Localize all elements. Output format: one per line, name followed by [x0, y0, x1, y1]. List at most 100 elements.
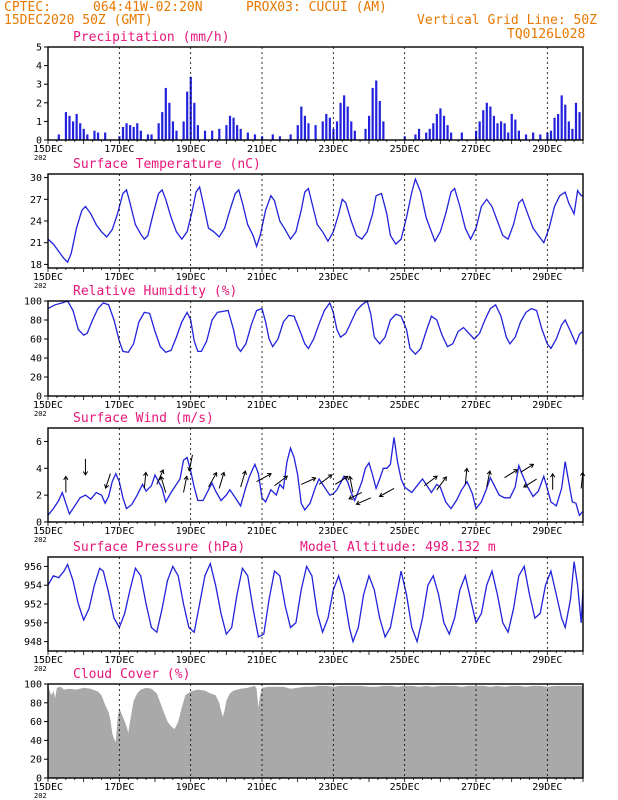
- precip-bar: [328, 117, 331, 140]
- wind-vector-head: [513, 469, 519, 474]
- y-tick-label: 18: [30, 260, 42, 271]
- precip-bar: [514, 119, 517, 140]
- precip-bar: [278, 136, 282, 140]
- precip-bar: [303, 115, 306, 140]
- wind-vector: [379, 487, 395, 497]
- precip-bar: [168, 102, 171, 140]
- x-tick-label: 21DEC: [247, 144, 277, 155]
- precip-bar: [510, 113, 513, 140]
- y-tick-label: 4: [36, 61, 42, 72]
- precip-bar: [225, 125, 228, 140]
- y-tick-label: 952: [24, 600, 42, 611]
- x-tick-label: 29DEC: [532, 655, 562, 666]
- wind-vector-head: [311, 476, 317, 482]
- cloud-title: Cloud Cover (%): [73, 667, 190, 682]
- precip-bar: [82, 128, 85, 140]
- x-tick-label: 17DEC: [104, 526, 134, 537]
- precip-bar: [439, 108, 442, 140]
- precip-bar: [161, 112, 164, 140]
- precip-bar: [557, 113, 560, 140]
- precip-bar: [339, 102, 342, 140]
- precip-bar: [571, 128, 574, 140]
- wind-vector-head: [267, 472, 272, 478]
- x-year-fragment: 202: [34, 665, 47, 673]
- series-line-4: [47, 561, 584, 644]
- x-tick-label: 15DEC: [33, 655, 63, 666]
- wind-vector: [486, 470, 491, 488]
- y-tick-label: 20: [30, 373, 42, 384]
- precip-bar: [193, 102, 196, 140]
- precip-bar: [121, 126, 125, 140]
- wind-vector-head: [529, 463, 535, 469]
- precip-bar: [314, 125, 317, 140]
- precip-bar: [175, 130, 178, 140]
- x-tick-label: 21DEC: [247, 782, 277, 793]
- y-tick-label: 2: [36, 491, 42, 502]
- series-line-2: [47, 299, 584, 356]
- cloud-area: [48, 684, 583, 778]
- header-source: CPTEC:: [4, 0, 51, 15]
- x-tick-label: 17DEC: [104, 782, 134, 793]
- precip-bar: [335, 121, 339, 140]
- precip-bar: [93, 130, 96, 140]
- x-tick-label: 29DEC: [532, 272, 562, 283]
- x-tick-label: 27DEC: [461, 144, 491, 155]
- y-tick-label: 21: [30, 238, 42, 249]
- x-tick-label: 25DEC: [390, 400, 420, 411]
- temp-title: Surface Temperature (nC): [73, 157, 261, 172]
- y-tick-label: 40: [30, 354, 42, 365]
- precip-bar: [364, 128, 367, 140]
- wind-vector: [334, 475, 349, 485]
- y-tick-label: 3: [36, 80, 42, 91]
- y-tick-label: 4: [36, 464, 42, 475]
- precip-bar: [482, 110, 485, 140]
- wind-vector: [504, 469, 518, 479]
- precip-bar: [129, 125, 132, 140]
- wind-vector: [218, 472, 225, 489]
- y-tick-label: 80: [30, 698, 42, 709]
- precip-title: Precipitation (mm/h): [73, 30, 230, 45]
- precip-bar: [64, 112, 68, 140]
- wind-vector-head: [183, 475, 189, 481]
- series-line-3: [47, 437, 584, 517]
- panel-3: 0 2 4 6 15DEC 17DEC 19DEC 21DEC 23DEC 25DEC 27DEC 2…: [33, 427, 586, 544]
- wind-vector-head: [347, 475, 353, 481]
- wind-vector-head: [327, 474, 333, 479]
- precip-bar: [125, 123, 128, 140]
- x-tick-label: 17DEC: [104, 400, 134, 411]
- precip-bar: [196, 125, 199, 140]
- x-tick-label: 15DEC: [33, 272, 63, 283]
- rh-title: Relative Humidity (%): [73, 284, 237, 299]
- y-tick-label: 5: [36, 43, 42, 54]
- precip-bar: [239, 128, 242, 140]
- y-tick-label: 0: [36, 392, 42, 403]
- precip-bar: [150, 134, 153, 140]
- precip-bar: [164, 87, 167, 140]
- x-tick-label: 17DEC: [104, 144, 134, 155]
- precip-bar: [289, 134, 292, 140]
- x-year-fragment: 202: [34, 536, 47, 544]
- y-tick-label: 27: [30, 195, 42, 206]
- wind-vector-head: [82, 471, 89, 476]
- y-tick-label: 100: [24, 680, 42, 691]
- precip-bar: [492, 115, 496, 140]
- x-tick-label: 15DEC: [33, 782, 63, 793]
- precip-bar: [132, 126, 135, 140]
- x-tick-label: 19DEC: [176, 655, 206, 666]
- wind-vector: [156, 469, 164, 485]
- wind-vector: [208, 472, 217, 488]
- precip-bar: [68, 115, 71, 140]
- x-tick-label: 23DEC: [318, 655, 348, 666]
- precip-bar: [211, 130, 214, 140]
- panel-2: 0 20 40 60 80 100 15DEC 17DEC 19DEC 21DEC 23DEC 25D…: [24, 297, 584, 418]
- precip-bar: [428, 128, 431, 140]
- wind-vector-head: [187, 466, 193, 472]
- y-tick-label: 60: [30, 335, 42, 346]
- precip-bar: [346, 106, 349, 140]
- header-grid-note: Vertical Grid Line: 50Z: [417, 13, 597, 28]
- wind-vector: [436, 476, 447, 491]
- panel-4: 948 950 952 954 956 15DEC 17DEC 19DEC 21DEC 23DEC…: [24, 556, 584, 673]
- wind-vector: [160, 476, 167, 493]
- wind-vector: [105, 473, 111, 489]
